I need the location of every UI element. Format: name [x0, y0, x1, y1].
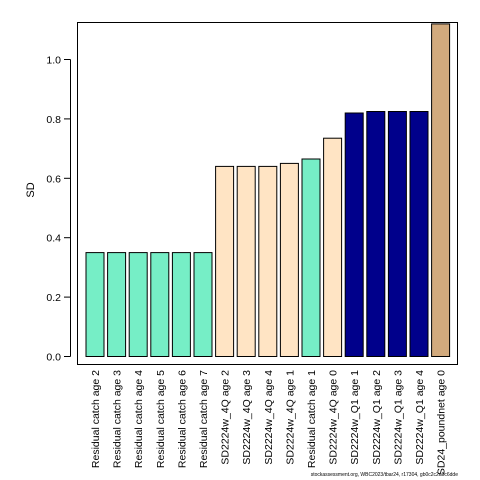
bar-3 — [128, 252, 148, 358]
y-axis-title: SD — [25, 182, 37, 197]
bar-12 — [323, 137, 343, 357]
x-tick-label: Residual catch age 3 — [112, 370, 124, 468]
x-tick-label: SD2224w_4Q age 0 — [328, 370, 340, 465]
bar-10 — [279, 162, 299, 357]
bar-14 — [366, 111, 386, 357]
x-tick-label: SD2224w_Q1 age 3 — [392, 370, 404, 465]
x-tick-label: Residual catch age 2 — [90, 370, 102, 468]
x-tick-label: SD2224w_4Q age 2 — [220, 370, 232, 465]
footnote: stockassessment.org, WBC2023/tbar24, r17… — [310, 472, 458, 478]
bar-1 — [85, 252, 105, 358]
x-axis-labels: Residual catch age 2 Residual catch age 3… — [90, 370, 448, 475]
x-tick-label: Residual catch age 6 — [176, 370, 188, 468]
bar-16 — [409, 111, 429, 357]
y-tick-label: 0.8 — [46, 114, 61, 126]
bar-6 — [193, 252, 213, 358]
bar-17 — [431, 23, 451, 358]
bar-11 — [301, 158, 321, 357]
y-tick-label: 1.0 — [46, 55, 61, 67]
x-tick-label: Residual catch age 7 — [198, 370, 210, 468]
bar-4 — [150, 252, 170, 358]
bar-7 — [215, 165, 235, 357]
y-tick-label: 0.2 — [46, 292, 61, 304]
bar-2 — [107, 252, 127, 358]
x-tick-label: SD2224w_4Q age 3 — [241, 370, 253, 465]
y-tick-label: 0.0 — [46, 352, 61, 364]
x-tick-label: Residual catch age 4 — [133, 370, 145, 468]
bar-5 — [171, 252, 191, 358]
y-tick-label: 0.6 — [46, 173, 61, 185]
bar-13 — [344, 112, 364, 357]
bar-15 — [387, 111, 407, 357]
plot-frame — [77, 22, 458, 365]
x-tick-label: SD2224w_4Q age 1 — [284, 370, 296, 465]
y-tick-label: 0.4 — [46, 233, 61, 245]
bar-9 — [258, 165, 278, 357]
bar-8 — [236, 165, 256, 357]
y-axis: 0.0 0.2 0.4 0.6 0.8 1.0 — [46, 55, 71, 364]
x-tick-label: SD2224w_Q1 age 2 — [371, 370, 383, 465]
x-tick-label: SD24_poundnet age 0 — [436, 370, 448, 475]
x-tick-label: Residual catch age 5 — [155, 370, 167, 468]
x-tick-label: Residual catch age 1 — [306, 370, 318, 468]
bars-layer — [85, 23, 451, 358]
x-tick-label: SD2224w_Q1 age 4 — [414, 370, 426, 465]
x-tick-label: SD2224w_Q1 age 1 — [349, 370, 361, 465]
x-tick-label: SD2224w_4Q age 4 — [263, 370, 275, 465]
